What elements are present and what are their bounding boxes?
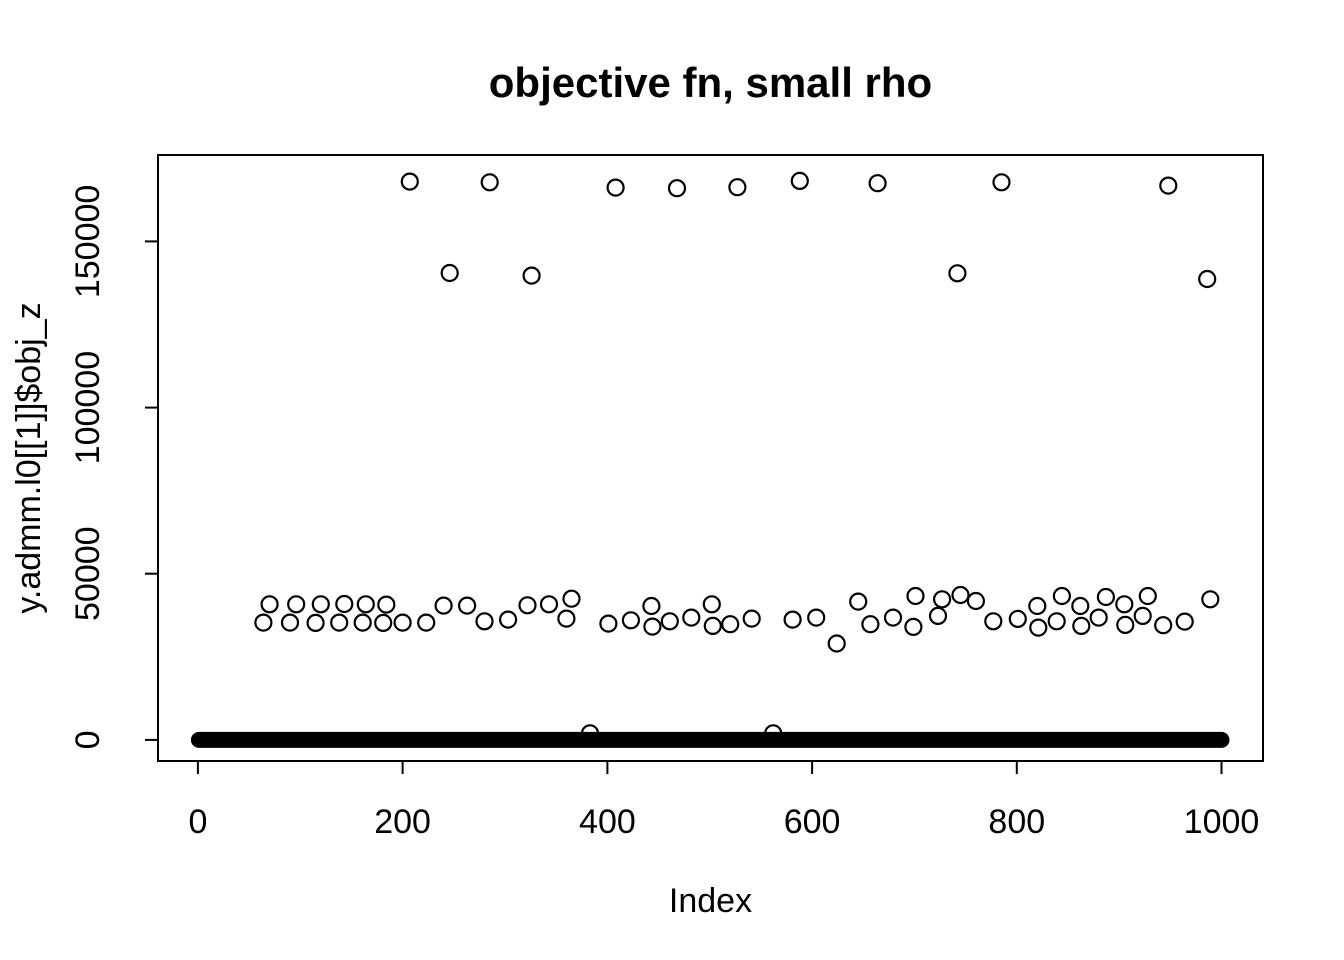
data-point bbox=[539, 595, 559, 614]
data-point bbox=[883, 608, 903, 627]
data-point bbox=[660, 612, 679, 631]
x-tick-label: 400 bbox=[579, 803, 636, 841]
data-point bbox=[984, 612, 1003, 631]
data-point bbox=[1201, 590, 1220, 609]
data-point bbox=[393, 613, 412, 632]
data-point bbox=[861, 615, 880, 634]
x-tick-label: 1000 bbox=[1184, 803, 1260, 841]
data-point bbox=[783, 610, 802, 629]
data-point bbox=[1096, 587, 1116, 607]
data-point bbox=[374, 613, 393, 633]
data-point bbox=[807, 608, 826, 627]
y-tick-label: 150000 bbox=[69, 185, 107, 298]
data-point bbox=[599, 614, 618, 633]
data-point bbox=[827, 634, 846, 653]
data-point bbox=[417, 613, 436, 632]
x-tick-label: 0 bbox=[188, 803, 207, 841]
data-point bbox=[1116, 615, 1135, 635]
data-point bbox=[904, 617, 923, 637]
data-point bbox=[1071, 596, 1090, 616]
data-point bbox=[353, 613, 372, 632]
data-point bbox=[557, 609, 576, 628]
data-point bbox=[642, 596, 661, 616]
data-point bbox=[606, 178, 625, 197]
x-tick-label: 200 bbox=[374, 803, 431, 841]
data-point bbox=[790, 171, 809, 190]
data-point bbox=[330, 613, 349, 632]
data-point bbox=[1052, 586, 1072, 606]
data-point bbox=[1029, 618, 1048, 637]
data-point bbox=[928, 606, 948, 626]
data-point bbox=[499, 610, 518, 629]
data-point bbox=[280, 613, 300, 632]
data-point bbox=[966, 591, 986, 611]
data-point bbox=[475, 612, 494, 631]
data-point bbox=[440, 263, 459, 283]
data-point bbox=[868, 174, 887, 193]
data-point bbox=[1089, 608, 1108, 627]
data-point bbox=[621, 611, 641, 630]
y-tick-label: 0 bbox=[69, 730, 107, 749]
data-point bbox=[703, 616, 722, 636]
data-point bbox=[1072, 616, 1091, 636]
data-point bbox=[306, 613, 325, 633]
data-point bbox=[1047, 612, 1066, 631]
data-point bbox=[335, 594, 354, 614]
zero-band bbox=[190, 731, 1230, 748]
data-point bbox=[849, 592, 868, 611]
x-axis-title: Index bbox=[668, 882, 753, 920]
data-point bbox=[1198, 269, 1217, 289]
data-point bbox=[356, 595, 375, 614]
data-point bbox=[742, 609, 761, 628]
data-point bbox=[1159, 176, 1178, 195]
data-point bbox=[721, 615, 740, 634]
data-point bbox=[518, 596, 537, 615]
y-tick-label: 100000 bbox=[69, 351, 107, 464]
data-point bbox=[702, 595, 721, 614]
data-point bbox=[682, 608, 701, 627]
data-point bbox=[728, 178, 747, 197]
data-point bbox=[458, 596, 477, 615]
data-point bbox=[1115, 595, 1134, 614]
data-point bbox=[643, 617, 662, 636]
data-point bbox=[480, 173, 499, 192]
data-point bbox=[562, 589, 581, 608]
plot-box bbox=[157, 154, 1264, 762]
data-point bbox=[254, 613, 273, 632]
data-point bbox=[400, 172, 419, 191]
data-point bbox=[1028, 596, 1047, 616]
data-point bbox=[992, 173, 1011, 192]
data-point bbox=[948, 264, 967, 283]
data-point bbox=[311, 595, 330, 614]
x-tick-label: 800 bbox=[988, 803, 1045, 841]
data-point bbox=[377, 595, 396, 614]
data-point bbox=[1154, 616, 1173, 635]
data-point bbox=[1133, 606, 1152, 626]
data-point bbox=[951, 585, 970, 605]
data-point bbox=[287, 595, 306, 614]
data-point bbox=[1138, 586, 1157, 606]
y-tick-label: 50000 bbox=[69, 526, 107, 621]
data-point bbox=[434, 596, 453, 615]
chart-title: objective fn, small rho bbox=[488, 59, 933, 106]
data-point bbox=[260, 595, 279, 614]
data-point bbox=[667, 179, 687, 198]
data-point bbox=[1175, 612, 1194, 631]
data-point bbox=[906, 586, 925, 606]
data-point bbox=[1008, 609, 1027, 629]
data-point bbox=[932, 590, 952, 609]
data-point bbox=[522, 266, 541, 285]
x-tick-label: 600 bbox=[784, 803, 841, 841]
